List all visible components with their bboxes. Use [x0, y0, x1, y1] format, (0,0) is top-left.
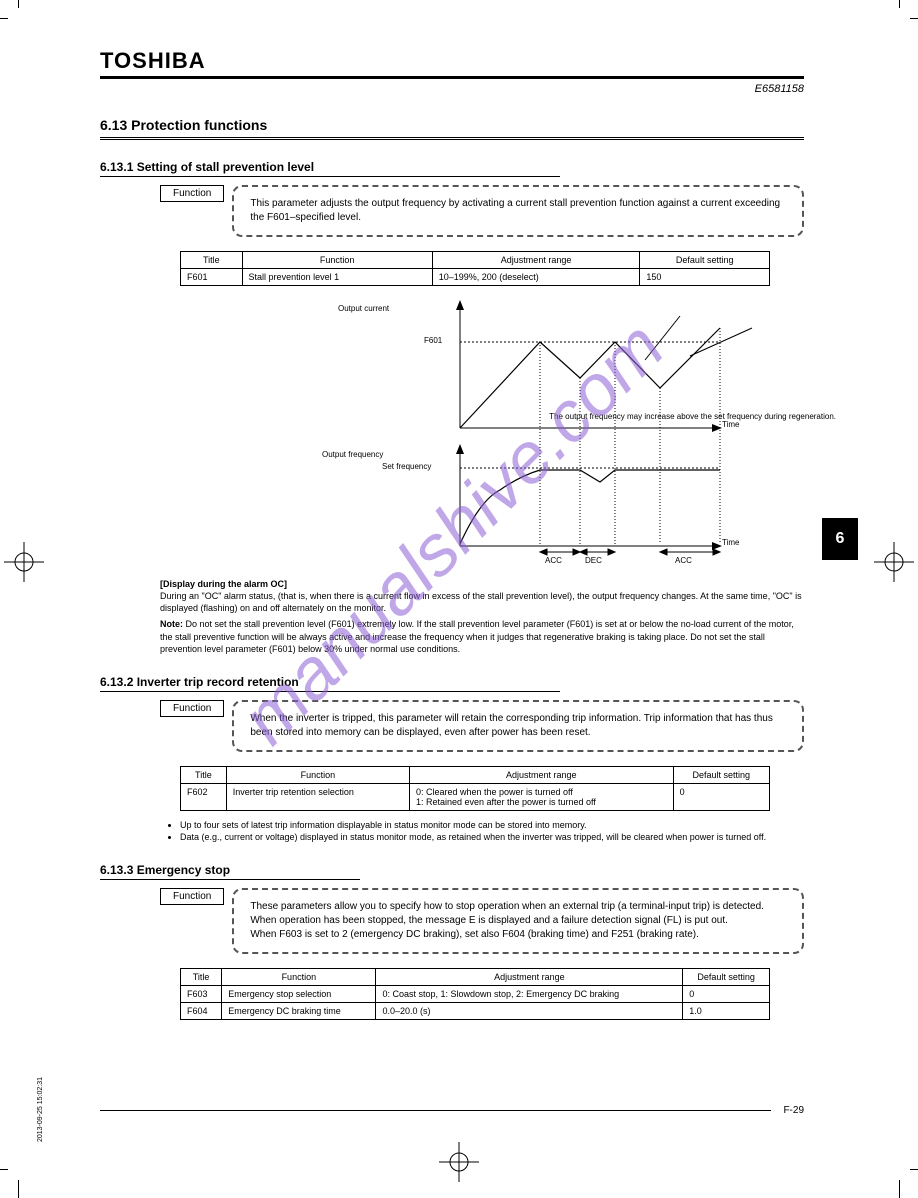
- crop-mark-br: [888, 1158, 918, 1198]
- chart-label-f601: F601: [424, 336, 442, 345]
- table-header: Default setting: [683, 969, 770, 986]
- table-cell: 0: Coast stop, 1: Slowdown stop, 2: Emer…: [376, 986, 683, 1003]
- note-body: Do not set the stall prevention level (F…: [160, 619, 794, 653]
- table-cell: 0: Cleared when the power is turned off …: [409, 783, 673, 810]
- print-timestamp: 2013-09-25 15:02:31: [37, 1077, 44, 1142]
- function-box-label: Function: [160, 888, 224, 905]
- brand-logo: TOSHIBA: [100, 48, 804, 74]
- table-cell: Inverter trip retention selection: [226, 783, 409, 810]
- footer-rule: [100, 1110, 771, 1111]
- subsection-heading: 6.13.3 Emergency stop: [100, 863, 360, 880]
- registration-mark-bottom: [439, 1142, 479, 1182]
- table-cell: Stall prevention level 1: [242, 269, 432, 286]
- table-header: Adjustment range: [376, 969, 683, 986]
- page-footer: F-29: [100, 1105, 804, 1116]
- chart-label-dec: DEC: [585, 556, 602, 565]
- function-description: This parameter adjusts the output freque…: [232, 185, 804, 237]
- function-box-label: Function: [160, 185, 224, 202]
- table-header: Adjustment range: [432, 252, 640, 269]
- table-cell: F603: [181, 986, 222, 1003]
- chart-ylabel-freq: Output frequency: [322, 450, 383, 459]
- chart-label-setfreq: Set frequency: [382, 462, 431, 471]
- subsection-heading: 6.13.2 Inverter trip record retention: [100, 675, 560, 692]
- crop-mark-bl: [0, 1158, 30, 1198]
- document-id: E6581158: [100, 83, 804, 95]
- notes-list: Up to four sets of latest trip informati…: [180, 819, 804, 843]
- crop-mark-tr: [888, 0, 918, 30]
- subsection-6-13-2: 6.13.2 Inverter trip record retention Fu…: [100, 675, 804, 843]
- table-cell: 1.0: [683, 1003, 770, 1020]
- param-table-f602: Title Function Adjustment range Default …: [180, 766, 770, 811]
- table-header: Default setting: [673, 766, 769, 783]
- subsection-heading: 6.13.1 Setting of stall prevention level: [100, 160, 560, 177]
- table-header: Function: [222, 969, 376, 986]
- stall-chart: Output current F601 Time Output frequenc…: [320, 300, 790, 570]
- table-cell: 0: [683, 986, 770, 1003]
- table-cell: Emergency stop selection: [222, 986, 376, 1003]
- page-content: TOSHIBA E6581158 6.13 Protection functio…: [100, 48, 804, 1020]
- chart-label-acc2: ACC: [675, 556, 692, 565]
- chart-xlabel-time2: Time: [722, 538, 739, 547]
- table-cell: F601: [181, 269, 243, 286]
- registration-mark-left: [4, 542, 44, 582]
- section-rule: [100, 137, 804, 140]
- table-header: Title: [181, 766, 227, 783]
- table-cell: Emergency DC braking time: [222, 1003, 376, 1020]
- table-cell: 0.0–20.0 (s): [376, 1003, 683, 1020]
- chart-label-acc: ACC: [545, 556, 562, 565]
- chart-regen-note: The output frequency may increase above …: [549, 412, 836, 422]
- function-box-label: Function: [160, 700, 224, 717]
- function-description: These parameters allow you to specify ho…: [232, 888, 804, 954]
- header-rule: [100, 76, 804, 79]
- section-title: 6.13 Protection functions: [100, 117, 804, 133]
- table-header: Function: [226, 766, 409, 783]
- table-cell: F604: [181, 1003, 222, 1020]
- table-cell: F602: [181, 783, 227, 810]
- list-item: Up to four sets of latest trip informati…: [180, 819, 804, 831]
- chapter-tab: 6: [822, 518, 858, 560]
- display-alarm-text: During an "OC" alarm status, (that is, w…: [160, 590, 804, 614]
- param-table-f603: Title Function Adjustment range Default …: [180, 968, 770, 1020]
- list-item: Data (e.g., current or voltage) displaye…: [180, 831, 804, 843]
- table-header: Adjustment range: [409, 766, 673, 783]
- table-header: Default setting: [640, 252, 770, 269]
- chart-ylabel-current: Output current: [338, 304, 389, 313]
- param-table-f601: Title Function Adjustment range Default …: [180, 251, 770, 286]
- table-cell: 0: [673, 783, 769, 810]
- page-number: F-29: [783, 1105, 804, 1116]
- registration-mark-right: [874, 542, 914, 582]
- table-header: Title: [181, 252, 243, 269]
- function-description: When the inverter is tripped, this param…: [232, 700, 804, 752]
- table-cell: 10–199%, 200 (deselect): [432, 269, 640, 286]
- subsection-6-13-1: 6.13.1 Setting of stall prevention level…: [100, 160, 804, 570]
- table-header: Title: [181, 969, 222, 986]
- table-cell: 150: [640, 269, 770, 286]
- display-alarm-heading: [Display during the alarm OC]: [160, 578, 804, 590]
- table-header: Function: [242, 252, 432, 269]
- note-label: Note:: [160, 619, 183, 629]
- subsection-6-13-3: 6.13.3 Emergency stop Function These par…: [100, 863, 804, 1020]
- crop-mark-tl: [0, 0, 30, 30]
